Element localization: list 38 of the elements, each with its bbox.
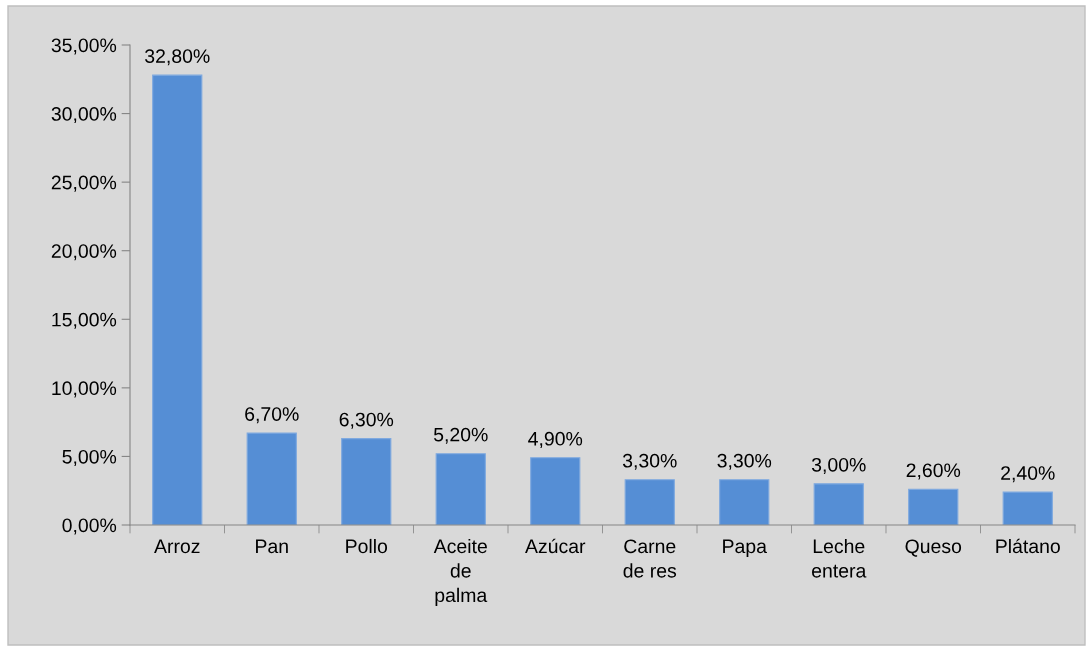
bar bbox=[246, 432, 297, 525]
y-tick-label: 5,00% bbox=[62, 449, 117, 466]
y-tick-label: 30,00% bbox=[51, 107, 117, 124]
x-tick-label: Plátano bbox=[996, 538, 1060, 554]
y-tick-label: 15,00% bbox=[52, 312, 117, 329]
bar bbox=[719, 479, 770, 525]
y-tick-label: 35,00% bbox=[51, 38, 117, 55]
y-tick-label: 0,00% bbox=[62, 518, 117, 535]
data-label: 4,90% bbox=[528, 431, 583, 448]
y-tick-label: 25,00% bbox=[51, 175, 117, 192]
x-tick-label: Azúcar bbox=[525, 538, 586, 554]
data-label: 2,40% bbox=[1001, 466, 1055, 483]
x-tick-label: Papa bbox=[723, 539, 767, 558]
x-tick-label: Queso bbox=[905, 539, 962, 557]
x-tick-label: Pollo bbox=[346, 538, 388, 554]
y-tick-label: 20,00% bbox=[51, 244, 117, 261]
bar bbox=[341, 438, 392, 525]
bar bbox=[624, 479, 675, 525]
x-tick-label: Pan bbox=[256, 539, 288, 554]
data-label: 2,60% bbox=[906, 463, 961, 480]
data-label: 3,30% bbox=[622, 453, 677, 470]
bar bbox=[435, 453, 486, 525]
y-tick-label: 10,00% bbox=[52, 381, 117, 398]
bar bbox=[530, 457, 581, 525]
bar bbox=[908, 488, 959, 525]
data-label: 6,70% bbox=[245, 407, 299, 424]
bar bbox=[813, 483, 864, 525]
data-label: 3,30% bbox=[717, 453, 772, 470]
data-label: 32,80% bbox=[145, 49, 210, 66]
bar bbox=[1002, 491, 1053, 525]
data-label: 6,30% bbox=[339, 412, 394, 429]
x-tick-label: Carne de res bbox=[623, 539, 677, 578]
x-tick-label: Aceite de palma bbox=[433, 538, 488, 606]
bar bbox=[152, 74, 203, 525]
data-label: 3,00% bbox=[811, 457, 866, 474]
x-tick-label: Leche entera bbox=[812, 538, 867, 578]
data-label: 5,20% bbox=[433, 427, 488, 444]
x-tick-label: Arroz bbox=[154, 539, 200, 554]
